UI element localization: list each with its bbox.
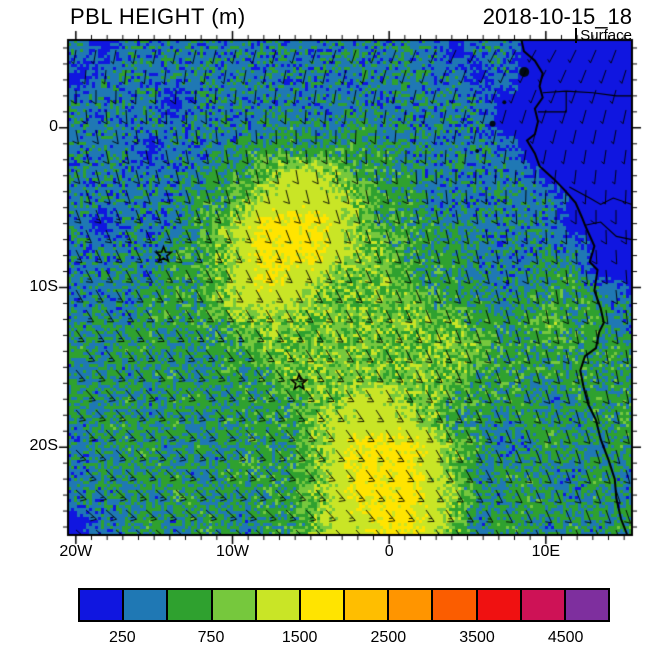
colorbar-box-0 bbox=[78, 588, 125, 622]
x-tick-label-20W: 20W bbox=[59, 543, 93, 560]
colorbar-box-6 bbox=[343, 588, 390, 622]
colorbar bbox=[78, 588, 611, 622]
colorbar-label-750: 750 bbox=[197, 629, 225, 646]
y-tick-label-10S: 10S bbox=[29, 277, 58, 295]
colorbar-label-3500: 3500 bbox=[459, 629, 495, 646]
colorbar-box-9 bbox=[475, 588, 522, 622]
plot-title: PBL HEIGHT (m) bbox=[70, 4, 246, 29]
colorbar-box-8 bbox=[431, 588, 478, 622]
plot-datetime: 2018-10-15_18 bbox=[482, 4, 632, 29]
colorbar-box-2 bbox=[166, 588, 213, 622]
colorbar-label-250: 250 bbox=[108, 629, 136, 646]
colorbar-box-10 bbox=[519, 588, 566, 622]
colorbar-box-4 bbox=[254, 588, 301, 622]
y-tick-label-20S: 20S bbox=[29, 437, 58, 455]
colorbar-label-4500: 4500 bbox=[547, 629, 584, 646]
colorbar-box-1 bbox=[122, 588, 169, 622]
colorbar-label-1500: 1500 bbox=[281, 629, 318, 646]
colorbar-box-3 bbox=[210, 588, 257, 622]
x-tick-label-10W: 10W bbox=[216, 543, 249, 560]
y-tick-label-0: 0 bbox=[49, 117, 58, 135]
x-tick-label-10E: 10E bbox=[531, 543, 561, 560]
plot-level-label: Surface bbox=[575, 28, 632, 43]
colorbar-box-11 bbox=[563, 588, 611, 622]
colorbar-box-5 bbox=[298, 588, 346, 622]
x-tick-label-0: 0 bbox=[384, 543, 394, 560]
colorbar-label-2500: 2500 bbox=[370, 629, 407, 646]
colorbar-box-7 bbox=[387, 588, 434, 622]
